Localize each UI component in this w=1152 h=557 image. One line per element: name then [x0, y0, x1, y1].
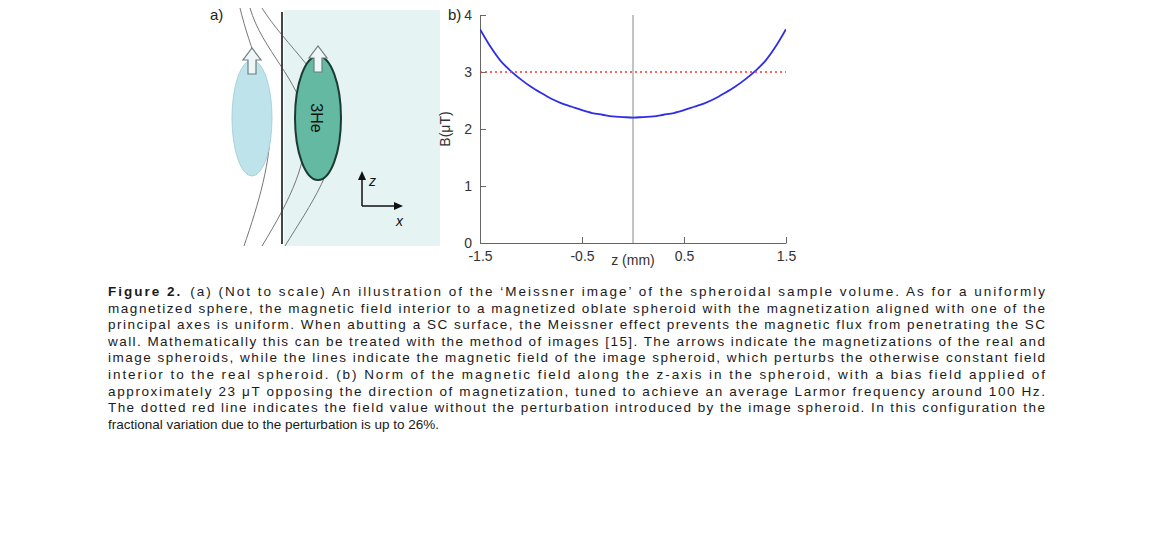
image-magnetization-arrow: [243, 48, 261, 74]
sc-wall: [281, 12, 283, 244]
x-tick-label: 1.5: [777, 248, 797, 264]
caption-line: wall. Mathematically this can be treated…: [107, 334, 1045, 349]
y-tick-label: 4: [464, 7, 472, 23]
x-tick-label: 0.5: [675, 248, 695, 264]
caption-label: Figure 2.: [108, 284, 180, 299]
caption-line: image spheroids, while the lines indicat…: [108, 350, 1045, 365]
image-spheroid: [232, 60, 272, 176]
x-axis-title: z (mm): [611, 252, 655, 268]
vertical-line: [633, 15, 634, 243]
caption-line: approximately 23 μT opposing the directi…: [108, 384, 1045, 399]
y-tick-mark: [480, 15, 486, 16]
x-tick: -0.5: [570, 237, 594, 264]
series-line: [480, 29, 786, 117]
superconductor-region: [284, 10, 440, 246]
x-axis-line: [481, 243, 787, 244]
panel-a: a)3Hezx: [210, 6, 440, 246]
y-tick: 0: [464, 235, 486, 251]
x-arrow-head: [394, 202, 403, 210]
caption-line: magnetized sphere, the magnetic field in…: [108, 301, 1045, 316]
caption-line: fractional variation due to the perturba…: [108, 417, 439, 432]
x-tick-mark: [684, 237, 685, 243]
y-axis-title: B(μT): [437, 111, 453, 146]
caption-line: principal axes is uniform. When abutting…: [108, 317, 1045, 332]
y-tick-label: 0: [464, 235, 472, 251]
x-tick-label: -0.5: [570, 248, 594, 264]
plot-area: [480, 15, 786, 243]
coordinate-axes: zx: [358, 171, 404, 229]
x-tick-label: -1.5: [468, 248, 492, 264]
y-tick-label: 1: [464, 178, 472, 194]
y-tick: 4: [464, 7, 486, 23]
y-tick-mark: [480, 129, 486, 130]
x-tick-mark: [582, 237, 583, 243]
x-arrow: [362, 205, 398, 207]
y-tick-label: 2: [464, 121, 472, 137]
panel-letter: a): [210, 6, 223, 23]
figure: a)3Hezxb)-1.5-0.50.51.501234z (mm)B(μT)F…: [0, 0, 1152, 557]
z-arrow-head: [358, 171, 366, 180]
y-axis: 0 1 2 3 4: [464, 7, 486, 251]
axis-label-z: z: [368, 173, 376, 189]
y-tick: 3: [464, 64, 486, 80]
caption-text: (a) (Not to scale) An illustration of th…: [190, 284, 1045, 299]
sample-label: 3He: [308, 103, 325, 132]
z-arrow: [361, 176, 363, 206]
x-tick: 1.5: [777, 237, 797, 264]
axis-label-x: x: [395, 213, 404, 229]
y-tick-label: 3: [464, 64, 472, 80]
caption-line: interior to the real spheroid. (b) Norm …: [108, 367, 1045, 382]
series-line: [480, 71, 786, 73]
x-tick-mark: [786, 237, 787, 243]
real-spheroid: [295, 56, 341, 180]
y-tick-mark: [480, 186, 486, 187]
caption: Figure 2. (a) (Not to scale) An illustrat…: [107, 284, 1045, 432]
caption-line: The dotted red line indicates the field …: [108, 400, 1045, 415]
x-tick: 0.5: [675, 237, 695, 264]
y-tick-mark: [480, 243, 486, 244]
real-magnetization-arrow: [309, 46, 327, 72]
y-tick: 2: [464, 121, 486, 137]
y-tick: 1: [464, 178, 486, 194]
caption-line: Figure 2. (a) (Not to scale) An illustrat…: [108, 284, 1045, 299]
panel-b: b) -1.5 -0.5 0.5 1.5 0 1 2 3 4 z (mm) B(μT): [437, 6, 796, 268]
panel-letter: b): [448, 6, 461, 23]
